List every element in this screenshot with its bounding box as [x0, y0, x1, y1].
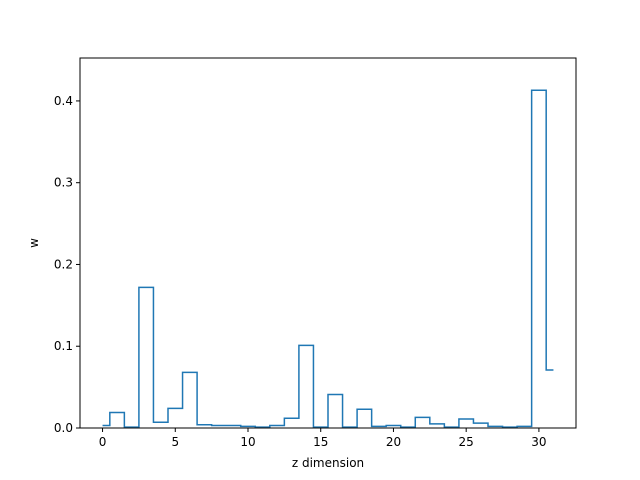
x-tick-label: 20	[386, 435, 401, 449]
x-tick-label: 10	[240, 435, 255, 449]
x-tick-label: 5	[171, 435, 179, 449]
x-axis-label: z dimension	[292, 456, 364, 470]
y-tick-label: 0.4	[54, 94, 73, 108]
plot-frame	[79, 57, 577, 429]
y-tick-label: 0.0	[54, 421, 73, 435]
y-tick-label: 0.1	[54, 339, 73, 353]
x-tick-label: 30	[531, 435, 546, 449]
x-tick-label: 15	[313, 435, 328, 449]
series-step-line	[102, 89, 554, 428]
y-axis-label: w	[27, 238, 41, 248]
y-tick-label: 0.2	[54, 257, 73, 271]
plot-area	[80, 58, 576, 428]
series-layer	[102, 89, 554, 428]
x-tick-label: 0	[99, 435, 107, 449]
x-tick-label: 25	[459, 435, 474, 449]
y-tick-label: 0.3	[54, 176, 73, 190]
axes-layer: 0 5 10 15 20 25 30 0.0 0.1 0.2 0.3 0.4	[54, 94, 547, 449]
